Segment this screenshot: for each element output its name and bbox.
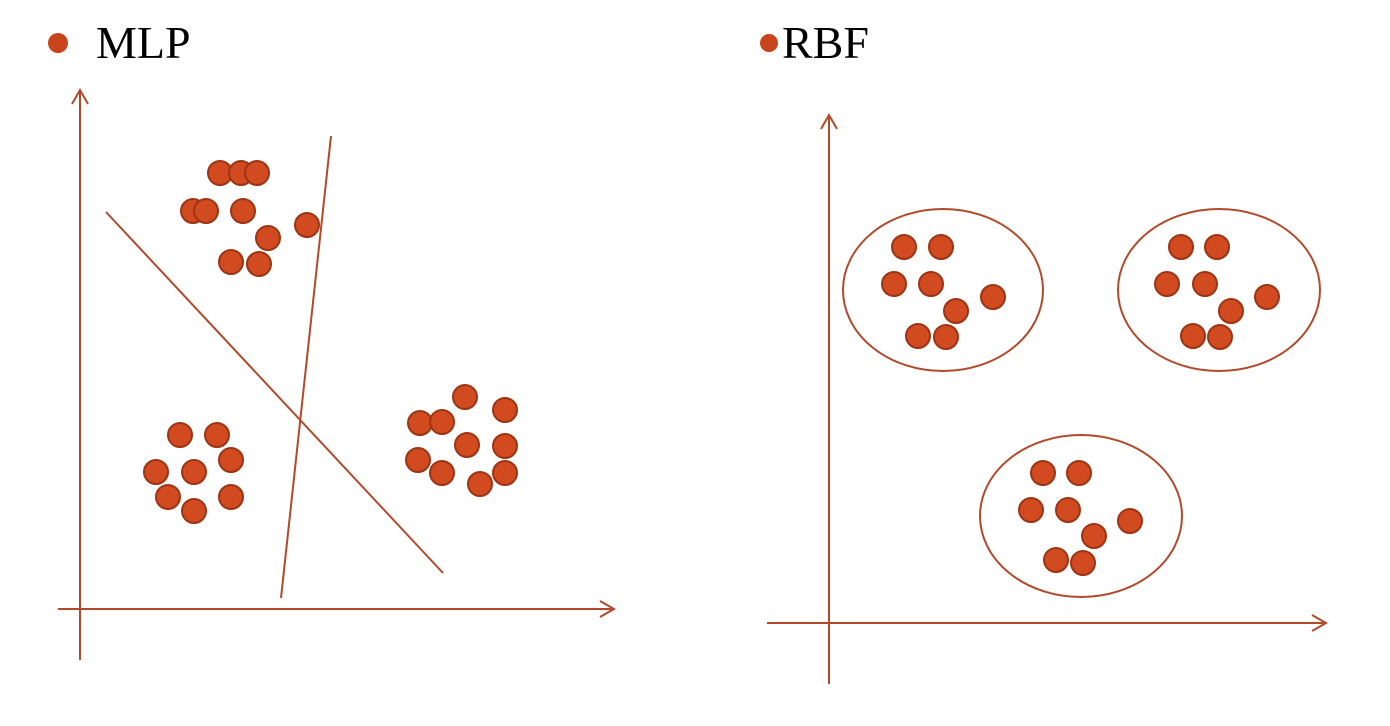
mlp-point-lower-left-1 bbox=[167, 422, 193, 448]
mlp-point-upper-left-10 bbox=[246, 251, 272, 277]
mlp-point-upper-left-7 bbox=[255, 225, 281, 251]
rbf-title: RBF bbox=[782, 17, 869, 68]
rbf-point-upper-left-3 bbox=[881, 271, 907, 297]
mlp-decision-boundary-vertical bbox=[280, 135, 332, 599]
mlp-point-right-3 bbox=[407, 410, 433, 436]
mlp-point-right-10 bbox=[492, 460, 518, 486]
mlp-point-upper-left-5 bbox=[193, 198, 219, 224]
rbf-point-upper-right-1 bbox=[1168, 234, 1194, 260]
rbf-point-upper-left-5 bbox=[943, 298, 969, 324]
mlp-point-lower-left-5 bbox=[181, 459, 207, 485]
rbf-point-upper-right-3 bbox=[1154, 271, 1180, 297]
mlp-point-right-6 bbox=[492, 433, 518, 459]
rbf-point-upper-left-8 bbox=[933, 324, 959, 350]
rbf-point-upper-right-8 bbox=[1207, 324, 1233, 350]
rbf-point-upper-left-6 bbox=[980, 284, 1006, 310]
mlp-point-upper-left-8 bbox=[294, 212, 320, 238]
mlp-y-axis-arrowhead-icon bbox=[71, 87, 89, 105]
rbf-point-upper-right-5 bbox=[1218, 298, 1244, 324]
mlp-data-points bbox=[143, 160, 518, 524]
rbf-point-upper-left-4 bbox=[918, 271, 944, 297]
mlp-panel bbox=[58, 87, 617, 660]
rbf-point-upper-left-2 bbox=[928, 234, 954, 260]
rbf-point-upper-left-1 bbox=[891, 234, 917, 260]
mlp-point-right-8 bbox=[429, 460, 455, 486]
mlp-point-lower-left-4 bbox=[143, 459, 169, 485]
mlp-decision-boundary-diagonal bbox=[105, 211, 444, 574]
rbf-point-bottom-2 bbox=[1066, 460, 1092, 486]
mlp-point-right-9 bbox=[467, 471, 493, 497]
bullet-dot-icon bbox=[760, 34, 778, 52]
rbf-panel bbox=[767, 112, 1329, 684]
rbf-point-bottom-4 bbox=[1055, 497, 1081, 523]
rbf-point-upper-right-4 bbox=[1192, 271, 1218, 297]
mlp-point-upper-left-9 bbox=[218, 249, 244, 275]
rbf-point-bottom-3 bbox=[1018, 497, 1044, 523]
mlp-title: MLP bbox=[96, 17, 191, 68]
rbf-y-axis-arrowhead-icon bbox=[820, 112, 838, 130]
mlp-title-row: MLP bbox=[48, 20, 191, 66]
mlp-point-right-7 bbox=[405, 447, 431, 473]
mlp-point-lower-left-3 bbox=[218, 447, 244, 473]
rbf-data-points bbox=[881, 234, 1280, 576]
rbf-cluster-boundary-upper-left bbox=[842, 208, 1044, 372]
rbf-x-axis-arrowhead-icon bbox=[1311, 614, 1329, 632]
rbf-point-bottom-7 bbox=[1043, 547, 1069, 573]
mlp-point-right-2 bbox=[492, 397, 518, 423]
rbf-point-bottom-8 bbox=[1070, 550, 1096, 576]
mlp-point-upper-left-6 bbox=[230, 198, 256, 224]
mlp-point-right-5 bbox=[454, 432, 480, 458]
mlp-point-lower-left-8 bbox=[181, 498, 207, 524]
rbf-cluster-boundary-bottom bbox=[979, 434, 1183, 598]
rbf-point-upper-right-2 bbox=[1204, 234, 1230, 260]
rbf-point-upper-right-6 bbox=[1254, 284, 1280, 310]
rbf-point-upper-right-7 bbox=[1180, 323, 1206, 349]
rbf-point-bottom-5 bbox=[1081, 523, 1107, 549]
mlp-point-lower-left-7 bbox=[218, 484, 244, 510]
mlp-x-axis-arrowhead-icon bbox=[599, 600, 617, 618]
rbf-point-upper-left-7 bbox=[905, 323, 931, 349]
bullet-dot-icon bbox=[48, 33, 68, 53]
mlp-point-right-1 bbox=[452, 384, 478, 410]
rbf-title-row: RBF bbox=[760, 20, 869, 66]
mlp-point-upper-left-3 bbox=[244, 160, 270, 186]
rbf-point-bottom-1 bbox=[1030, 460, 1056, 486]
mlp-point-lower-left-2 bbox=[204, 422, 230, 448]
rbf-cluster-boundary-upper-right bbox=[1117, 208, 1321, 372]
mlp-point-right-4 bbox=[429, 409, 455, 435]
mlp-point-lower-left-6 bbox=[155, 484, 181, 510]
rbf-point-bottom-6 bbox=[1117, 508, 1143, 534]
